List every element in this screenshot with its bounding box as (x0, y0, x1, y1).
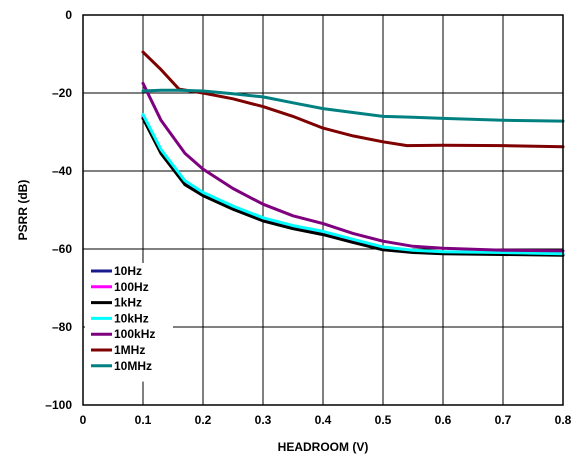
x-tick-label: 0.2 (195, 413, 212, 427)
series-line-1mhz (141, 50, 565, 149)
x-tick-label: 0.4 (315, 413, 332, 427)
x-tick-labels: 0 0.1 0.2 0.3 0.4 0.5 0.6 0.7 0.8 (80, 413, 572, 427)
legend-background (85, 263, 173, 382)
legend-label-100hz: 100Hz (114, 280, 149, 294)
legend-label-100khz: 100kHz (114, 327, 155, 341)
series-line-10mhz (141, 88, 565, 123)
y-tick-label: –80 (52, 320, 72, 334)
series-lines (141, 50, 565, 257)
series-line-10khz (141, 112, 565, 256)
x-tick-label: 0.1 (135, 413, 152, 427)
y-axis-title: PSRR (dB) (16, 180, 30, 241)
y-tick-label: –20 (52, 86, 72, 100)
y-tick-label: –100 (45, 398, 72, 412)
x-axis-title: HEADROOM (V) (278, 440, 369, 454)
y-tick-labels: 0 –20 –40 –60 –80 –100 (45, 8, 72, 412)
plot-frame (82, 14, 564, 406)
legend-label-1khz: 1kHz (114, 296, 142, 310)
x-tick-label: 0.6 (435, 413, 452, 427)
series-line-1khz (141, 116, 565, 257)
y-tick-label: –40 (52, 164, 72, 178)
legend-label-10mhz: 10MHz (114, 359, 152, 373)
y-tick-label: –60 (52, 242, 72, 256)
y-tick-label: 0 (65, 8, 72, 22)
x-tick-label: 0.7 (495, 413, 512, 427)
legend-label-1mhz: 1MHz (114, 343, 145, 357)
x-tick-label: 0.3 (255, 413, 272, 427)
x-tick-label: 0.5 (375, 413, 392, 427)
x-tick-label: 0 (80, 413, 87, 427)
series-line-100khz (141, 81, 565, 253)
legend-label-10hz: 10Hz (114, 264, 142, 278)
x-tick-label: 0.8 (555, 413, 572, 427)
legend-label-10khz: 10kHz (114, 311, 149, 325)
